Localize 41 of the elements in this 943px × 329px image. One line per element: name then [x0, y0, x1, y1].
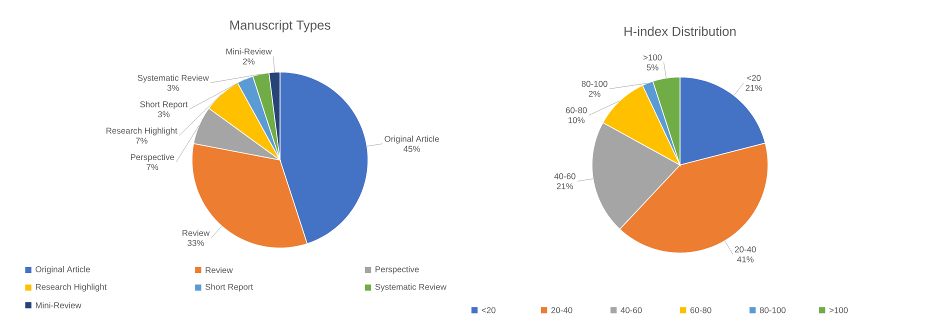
slice-label: <20	[747, 74, 761, 81]
slice-label: Perspective	[130, 154, 174, 162]
legend-label: <20	[482, 307, 496, 314]
slice-label: Review	[182, 230, 210, 236]
legend-label: Mini-Review	[36, 302, 82, 308]
legend-label: Review	[206, 266, 233, 274]
chart-title: Manuscript Types	[230, 20, 330, 32]
legend-label: 20-40	[551, 307, 572, 314]
data-label: 10%	[568, 117, 585, 124]
data-label: 7%	[146, 164, 158, 170]
data-label: 3%	[167, 84, 179, 91]
legend-label: Perspective	[376, 266, 419, 274]
data-label: 21%	[746, 84, 762, 91]
chart-title: H-index Distribution	[624, 26, 736, 36]
slice-label: Systematic Review	[138, 74, 209, 83]
slice-label: Original Article	[384, 136, 439, 144]
data-label: 2%	[588, 90, 600, 97]
legend-label: Short Report	[205, 284, 254, 292]
legend-label: >100	[829, 307, 848, 314]
data-label: 41%	[737, 256, 754, 262]
legend-label: Original Article	[36, 266, 90, 274]
legend-label: 80-100	[760, 307, 786, 314]
legend-label: Research Highlight	[36, 284, 107, 292]
legend-label: 40-60	[620, 307, 642, 314]
data-label: 33%	[188, 240, 204, 246]
data-label: 2%	[243, 58, 255, 64]
slice-label: 80-100	[582, 80, 608, 87]
legend-label: Systematic Review	[375, 284, 446, 292]
data-label: 21%	[556, 183, 574, 190]
slice-label: >100	[643, 54, 662, 60]
slice-label: Mini-Review	[226, 48, 272, 54]
slice-label: 20-40	[734, 246, 756, 252]
data-label: 3%	[158, 111, 170, 118]
data-label: 7%	[136, 138, 148, 144]
legend-label: 60-80	[690, 307, 712, 314]
slice-label: 60-80	[566, 107, 587, 114]
slice-label: 40-60	[554, 173, 576, 180]
slice-label: Research Highlight	[106, 127, 178, 136]
data-label: 5%	[646, 64, 658, 70]
slice-label: Short Report	[140, 101, 188, 109]
data-label: 45%	[404, 146, 420, 152]
